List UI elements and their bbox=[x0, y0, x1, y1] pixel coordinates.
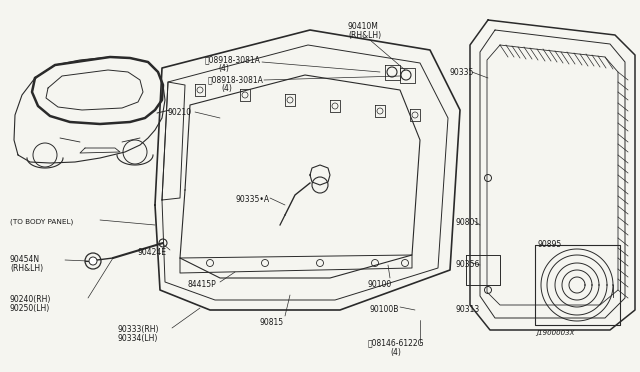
Text: 90410M: 90410M bbox=[348, 22, 379, 31]
Text: (RH&LH): (RH&LH) bbox=[10, 264, 43, 273]
Text: 90100: 90100 bbox=[368, 280, 392, 289]
Text: 90356: 90356 bbox=[455, 260, 479, 269]
Text: 90240(RH): 90240(RH) bbox=[10, 295, 51, 304]
Text: (4): (4) bbox=[221, 84, 232, 93]
Text: 90424E: 90424E bbox=[138, 248, 167, 257]
Text: 90895: 90895 bbox=[538, 240, 563, 249]
Text: 84415P: 84415P bbox=[188, 280, 217, 289]
Text: 90335: 90335 bbox=[450, 68, 474, 77]
Text: J1900003X: J1900003X bbox=[536, 330, 574, 336]
Text: 90250(LH): 90250(LH) bbox=[10, 304, 51, 313]
Text: 90100B: 90100B bbox=[370, 305, 399, 314]
Text: (4): (4) bbox=[390, 348, 401, 357]
Text: 90335•A: 90335•A bbox=[235, 195, 269, 204]
Text: 90313: 90313 bbox=[455, 305, 479, 314]
Text: 90815: 90815 bbox=[260, 318, 284, 327]
Text: (RH&LH): (RH&LH) bbox=[348, 31, 381, 40]
Text: (4): (4) bbox=[218, 64, 229, 73]
Text: 90210: 90210 bbox=[167, 108, 191, 117]
Text: ⓝ08918-3081A: ⓝ08918-3081A bbox=[205, 55, 261, 64]
Text: 90334(LH): 90334(LH) bbox=[118, 334, 158, 343]
Text: 90801: 90801 bbox=[455, 218, 479, 227]
Text: (TO BODY PANEL): (TO BODY PANEL) bbox=[10, 218, 73, 224]
Text: Ⓒ08146-6122G: Ⓒ08146-6122G bbox=[368, 338, 424, 347]
Text: ⓝ08918-3081A: ⓝ08918-3081A bbox=[208, 75, 264, 84]
Text: 90454N: 90454N bbox=[10, 255, 40, 264]
Circle shape bbox=[89, 257, 97, 265]
Text: 90333(RH): 90333(RH) bbox=[118, 325, 159, 334]
